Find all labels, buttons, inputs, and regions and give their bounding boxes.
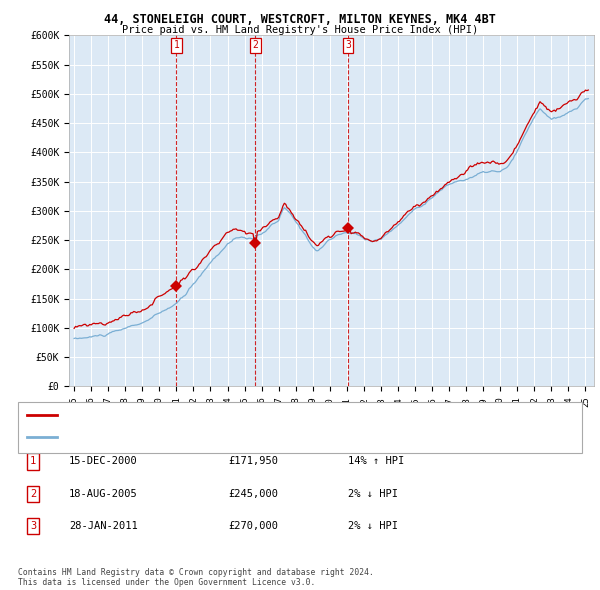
Text: Price paid vs. HM Land Registry's House Price Index (HPI): Price paid vs. HM Land Registry's House … <box>122 25 478 35</box>
Text: 28-JAN-2011: 28-JAN-2011 <box>69 522 138 531</box>
Text: £171,950: £171,950 <box>228 457 278 466</box>
Text: 18-AUG-2005: 18-AUG-2005 <box>69 489 138 499</box>
Text: 3: 3 <box>345 40 351 50</box>
Text: £270,000: £270,000 <box>228 522 278 531</box>
Text: 44, STONELEIGH COURT, WESTCROFT, MILTON KEYNES, MK4 4BT: 44, STONELEIGH COURT, WESTCROFT, MILTON … <box>104 13 496 26</box>
Text: £245,000: £245,000 <box>228 489 278 499</box>
Text: Contains HM Land Registry data © Crown copyright and database right 2024.
This d: Contains HM Land Registry data © Crown c… <box>18 568 374 587</box>
Text: 2: 2 <box>30 489 36 499</box>
Text: 1: 1 <box>30 457 36 466</box>
Text: 3: 3 <box>30 522 36 531</box>
Text: 44, STONELEIGH COURT, WESTCROFT, MILTON KEYNES, MK4 4BT (detached house): 44, STONELEIGH COURT, WESTCROFT, MILTON … <box>60 411 447 420</box>
Text: 14% ↑ HPI: 14% ↑ HPI <box>348 457 404 466</box>
Text: 2% ↓ HPI: 2% ↓ HPI <box>348 489 398 499</box>
Text: 2% ↓ HPI: 2% ↓ HPI <box>348 522 398 531</box>
Text: 1: 1 <box>173 40 179 50</box>
Text: 15-DEC-2000: 15-DEC-2000 <box>69 457 138 466</box>
Text: 2: 2 <box>253 40 258 50</box>
Text: HPI: Average price, detached house, Milton Keynes: HPI: Average price, detached house, Milt… <box>60 432 323 441</box>
